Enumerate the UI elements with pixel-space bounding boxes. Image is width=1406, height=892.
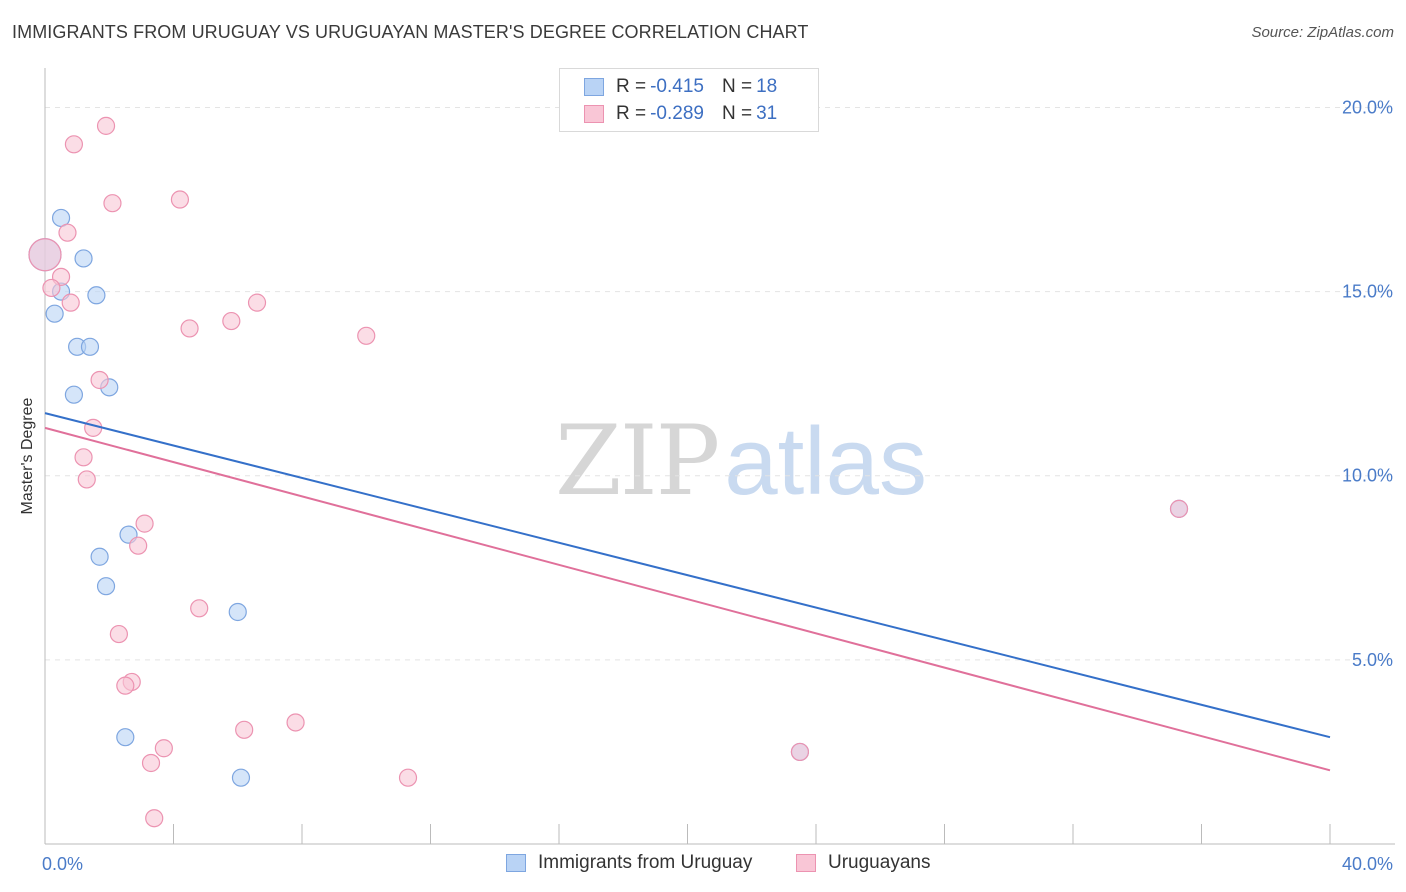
data-point-pink — [28, 238, 62, 272]
series-swatch-blue — [506, 854, 526, 872]
data-point-pink — [135, 514, 154, 533]
data-point-pink — [145, 809, 164, 828]
legend-row-pink: R = -0.289 N = 31 — [584, 102, 777, 126]
series-legend: Immigrants from Uruguay Uruguayans — [0, 852, 1406, 878]
data-point-pink — [74, 448, 93, 467]
legend-row-blue: R = -0.415 N = 18 — [584, 75, 777, 99]
legend-swatch-pink — [584, 105, 604, 123]
data-point-pink — [109, 624, 128, 644]
data-point-blue — [116, 728, 135, 747]
data-point-pink — [77, 470, 96, 489]
series-legend-label: Immigrants from Uruguay — [538, 852, 753, 873]
legend-n-value: 18 — [756, 76, 778, 97]
data-point-blue — [64, 385, 84, 404]
data-point-pink — [170, 190, 190, 209]
legend-n-label: N = — [721, 103, 753, 124]
data-point-pink — [1169, 499, 1189, 518]
data-point-pink — [58, 223, 77, 242]
data-point-blue — [228, 602, 247, 622]
series-swatch-pink — [796, 854, 816, 872]
legend-r-value: -0.289 — [650, 103, 704, 124]
watermark-zip: ZIP — [555, 405, 720, 517]
data-point-pink — [190, 599, 209, 618]
data-point-pink — [64, 135, 84, 154]
data-point-pink — [357, 326, 376, 345]
data-point-pink — [154, 739, 173, 758]
data-point-blue — [87, 286, 106, 305]
data-point-pink — [180, 319, 199, 338]
data-point-blue — [231, 768, 251, 787]
data-point-pink — [141, 753, 161, 773]
source-label: Source: ZipAtlas.com — [1251, 24, 1394, 41]
data-point-pink — [286, 713, 305, 732]
legend-r-value: -0.415 — [650, 76, 704, 97]
data-point-pink — [116, 676, 135, 695]
correlation-legend: R = -0.415 N = 18 R = -0.289 N = 31 — [559, 68, 819, 132]
y-tick-label: 15.0% — [1342, 282, 1393, 302]
trend-line-pink — [44, 426, 1331, 772]
data-point-pink — [398, 768, 418, 787]
data-point-pink — [790, 742, 810, 762]
watermark-atlas: atlas — [724, 408, 927, 515]
x-tick-label: 40.0% — [1342, 854, 1393, 874]
y-tick-label: 5.0% — [1352, 650, 1393, 670]
x-tick-label: 0.0% — [42, 854, 83, 874]
data-point-blue — [90, 547, 109, 566]
legend-swatch-blue — [584, 78, 604, 96]
y-tick-label: 20.0% — [1342, 97, 1393, 117]
data-point-pink — [96, 116, 116, 135]
series-legend-item-uruguay-immigrants[interactable]: Immigrants from Uruguay — [506, 852, 752, 874]
data-point-pink — [235, 720, 254, 739]
series-legend-item-uruguayans[interactable]: Uruguayans — [796, 852, 930, 874]
trend-line-blue — [44, 412, 1331, 739]
data-point-pink — [247, 293, 267, 312]
legend-n-value: 31 — [756, 103, 778, 124]
data-point-pink — [84, 418, 103, 437]
data-point-pink — [222, 311, 241, 331]
legend-n-label: N = — [721, 76, 753, 97]
series-legend-label: Uruguayans — [828, 852, 931, 873]
data-point-pink — [103, 194, 122, 213]
data-point-blue — [80, 337, 100, 356]
legend-r-label: R = — [616, 76, 647, 97]
data-point-pink — [61, 293, 80, 312]
data-point-pink — [42, 278, 61, 298]
legend-r-label: R = — [616, 103, 647, 124]
data-point-pink — [90, 370, 109, 390]
y-tick-label: 10.0% — [1342, 466, 1393, 486]
watermark: ZIPatlas — [555, 405, 927, 517]
data-point-blue — [45, 304, 64, 323]
data-point-blue — [74, 249, 93, 268]
data-point-blue — [96, 577, 116, 596]
data-point-pink — [129, 536, 148, 555]
chart-title: IMMIGRANTS FROM URUGUAY VS URUGUAYAN MAS… — [12, 22, 809, 42]
